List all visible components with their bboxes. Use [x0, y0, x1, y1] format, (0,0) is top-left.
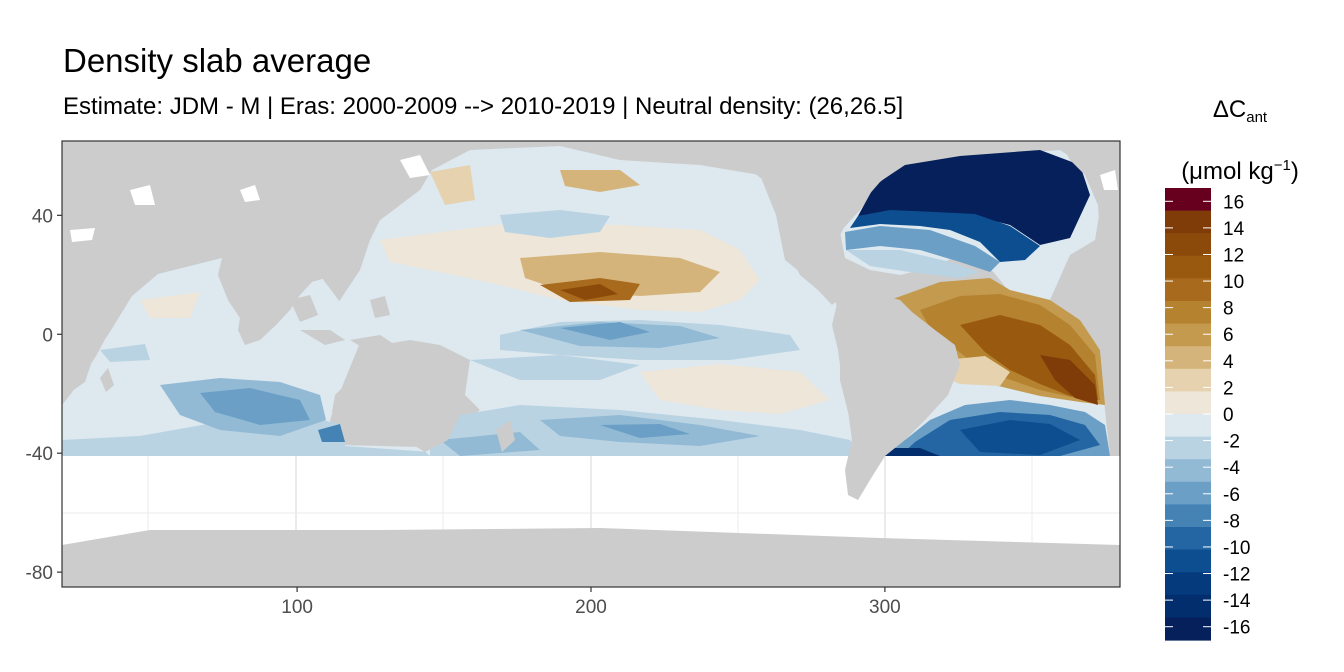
philippines [370, 296, 390, 318]
y-tick-label: -40 [26, 444, 53, 465]
colorbar-label: 12 [1223, 245, 1244, 266]
colorbar-swatch [1165, 414, 1211, 438]
y-axis: 40 0 -40 -80 [26, 206, 62, 584]
colorbar-swatch [1165, 459, 1211, 483]
atlantic-south-dark-brown [1040, 355, 1098, 405]
colorbar-swatch [1165, 323, 1211, 347]
colorbar-label: -10 [1223, 538, 1250, 559]
india-landmass [218, 258, 258, 318]
indian-australia-blue [318, 424, 345, 442]
colorbar-label: -16 [1223, 618, 1250, 639]
indian-deep-blue [200, 388, 310, 425]
colorbar-label: -6 [1223, 485, 1240, 506]
x-axis: 100 200 300 [281, 587, 901, 618]
plot-title: Density slab average [63, 42, 372, 79]
colorbar-swatch [1165, 594, 1211, 618]
pacific-north-dark-brown [560, 284, 618, 300]
new-zealand [496, 420, 515, 452]
pacific-kuroshio-tan [430, 165, 475, 205]
colorbar-swatch [1165, 436, 1211, 460]
colorbar-swatch [1165, 188, 1211, 212]
y-tick-label: -80 [26, 563, 53, 584]
legend-unit-suffix: ) [1290, 158, 1299, 185]
colorbar-label: 4 [1223, 352, 1234, 373]
legend-subscript: ant [1246, 109, 1268, 126]
gulf-stream-blue [845, 226, 1000, 272]
ice-patch [1100, 170, 1118, 190]
y-tick-label: 0 [42, 325, 53, 346]
legend-symbol: ΔC [1212, 96, 1247, 123]
colorbar-swatch [1165, 301, 1211, 325]
north-america [660, 141, 1120, 262]
colorbar-swatch [1165, 481, 1211, 505]
colorbar-swatch [1165, 504, 1211, 528]
antarctica [62, 528, 1120, 587]
legend-unit-superscript: −1 [1273, 157, 1291, 174]
plot-subtitle: Estimate: JDM - M | Eras: 2000-2009 --> … [63, 93, 904, 120]
colorbar-label: 6 [1223, 325, 1234, 346]
x-tick-label: 200 [575, 597, 607, 618]
pacific-north-blue [500, 210, 610, 238]
ice-patch [400, 155, 430, 178]
colorbar-swatch [1165, 255, 1211, 279]
tasman-blue [440, 432, 540, 456]
x-tick-label: 100 [281, 597, 313, 618]
colorbar-label: -4 [1223, 458, 1240, 479]
central-america [788, 252, 838, 305]
colorbar-swatch [1165, 617, 1211, 641]
colorbar-label: 16 [1223, 192, 1244, 213]
indochina [290, 295, 318, 322]
x-tick-label: 300 [869, 597, 901, 618]
south-atlantic-dark-blue [960, 420, 1080, 455]
map-panel [62, 141, 1120, 587]
colorbar: 16 14 12 10 8 6 4 2 0 -2 -4 -6 -8 -10 -12 -14 -16 [1165, 188, 1251, 641]
colorbar-label: 10 [1223, 272, 1244, 293]
colorbar-swatch [1165, 278, 1211, 302]
north-atlantic-blue [850, 210, 1040, 262]
colorbar-swatch [1165, 233, 1211, 257]
pacific-south-tan [640, 364, 830, 414]
colorbar-swatch [1165, 391, 1211, 415]
ice-patch [130, 185, 155, 205]
colorbar-swatch [1165, 368, 1211, 392]
legend-title: ΔCant (μmol kg−1) [1160, 86, 1320, 196]
australia [332, 365, 460, 452]
eurasia-landmass [62, 141, 430, 345]
borneo [350, 335, 400, 352]
indian-west-blue [100, 344, 150, 362]
pacific-equator-deep-blue [560, 322, 650, 340]
north-atlantic-dark [858, 150, 1090, 245]
colorbar-label: -12 [1223, 565, 1250, 586]
colorbar-label: 8 [1223, 299, 1234, 320]
ice-patch [70, 228, 95, 242]
europe-landmass [1060, 141, 1120, 240]
africa-east-landmass [62, 270, 120, 405]
colorbar-swatch [1165, 527, 1211, 551]
pacific-nw-tan [560, 170, 640, 192]
madagascar [100, 368, 114, 392]
ice-patch [240, 185, 260, 202]
colorbar-label: -14 [1223, 591, 1251, 612]
pacific-sw-blue [470, 355, 640, 380]
y-tick-label: 40 [32, 206, 53, 227]
gulf-stream-light [846, 250, 980, 278]
colorbar-label: -2 [1223, 432, 1240, 453]
new-guinea [400, 345, 460, 362]
africa-west-landmass [1060, 255, 1120, 456]
colorbar-label: -8 [1223, 511, 1240, 532]
colorbar-label: 0 [1223, 405, 1234, 426]
colorbar-swatch [1165, 210, 1211, 234]
colorbar-swatch [1165, 549, 1211, 573]
pacific-south-deep-blue [600, 424, 690, 438]
colorbar-label: 2 [1223, 378, 1234, 399]
arabian-sea [140, 292, 200, 318]
sumatra [300, 330, 345, 345]
colorbar-swatch [1165, 572, 1211, 596]
colorbar-swatch [1165, 346, 1211, 370]
south-america [832, 292, 960, 500]
indian-sw [62, 440, 140, 456]
colorbar-label: 14 [1223, 219, 1245, 240]
legend-unit-prefix: (μmol kg [1181, 158, 1274, 185]
